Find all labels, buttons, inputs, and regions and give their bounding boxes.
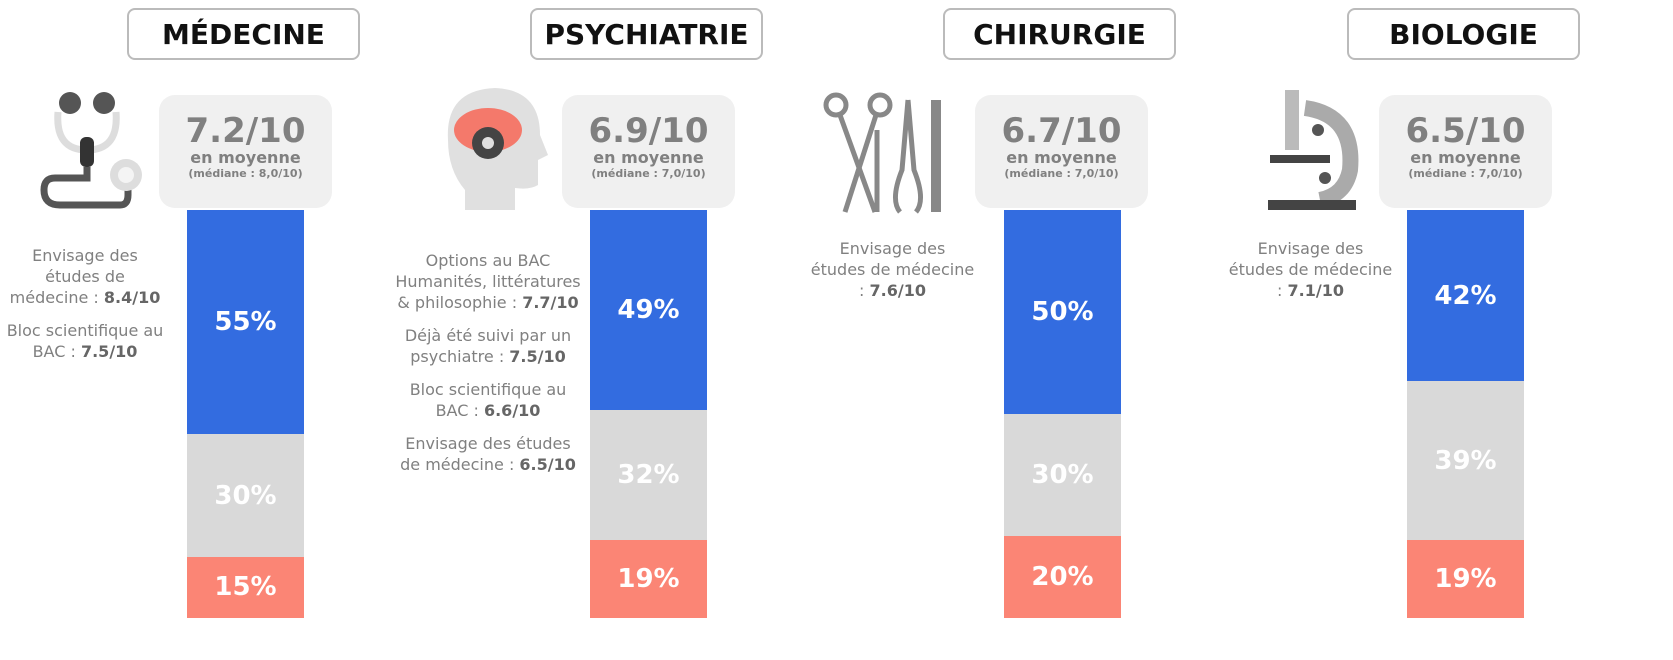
- bar-segment: 30%: [187, 434, 304, 557]
- bar-segment: 55%: [187, 210, 304, 435]
- value-label: 30%: [214, 480, 277, 511]
- note-text: Envisage des études de médecine :: [810, 239, 975, 300]
- score: 6.9/10: [588, 111, 709, 151]
- note-score: 7.5/10: [80, 342, 138, 361]
- title-box: MÉDECINE: [127, 8, 360, 60]
- score-box: 6.7/10 en moyenne (médiane : 7,0/10): [975, 95, 1148, 208]
- note-score: 7.5/10: [509, 347, 566, 366]
- value-label: 55%: [214, 307, 277, 338]
- value-label: 30%: [1031, 460, 1094, 491]
- caption: en moyenne: [1410, 148, 1521, 167]
- bar-segment: 30%: [1004, 414, 1121, 537]
- value-label: 49%: [617, 294, 680, 325]
- bar-segment: 15%: [187, 556, 304, 618]
- value-label: 42%: [1434, 280, 1497, 311]
- note: Options au BAC Humanités, littératures &…: [393, 250, 583, 313]
- note-text: Envisage des études de médecine :: [9, 246, 138, 307]
- note-score: 7.6/10: [869, 281, 926, 300]
- median: (médiane : 7,0/10): [1004, 167, 1119, 180]
- median: (médiane : 7,0/10): [1408, 167, 1523, 180]
- note-score: 6.6/10: [483, 401, 541, 420]
- bar-segment: 39%: [1407, 381, 1524, 541]
- note-score: 7.7/10: [522, 293, 579, 312]
- note-text: Options au BAC Humanités, littératures &…: [395, 251, 581, 312]
- score: 6.5/10: [1405, 111, 1526, 151]
- caption: en moyenne: [1006, 148, 1117, 167]
- bar-segment: 32%: [590, 409, 707, 541]
- score: 6.7/10: [1001, 111, 1122, 151]
- value-label: 20%: [1031, 562, 1094, 593]
- bar-segment: 49%: [590, 210, 707, 410]
- title-box: CHIRURGIE: [943, 8, 1176, 60]
- title-box: PSYCHIATRIE: [530, 8, 763, 60]
- value-label: 32%: [617, 460, 680, 491]
- caption: en moyenne: [593, 148, 704, 167]
- value-label: 19%: [617, 564, 680, 595]
- note: Déjà été suivi par un psychiatre : 7.5/1…: [393, 325, 583, 367]
- note: Envisage des études de médecine : 7.1/10: [1228, 238, 1393, 301]
- note-score: 6.5/10: [519, 455, 576, 474]
- notes: Envisage des études de médecine : 8.4/10…: [5, 245, 165, 374]
- note: Bloc scientifique au BAC : 7.5/10: [5, 320, 165, 362]
- bar-segment: 20%: [1004, 536, 1121, 618]
- note-text: Envisage des études de médecine :: [400, 434, 571, 474]
- bar-segment: 19%: [590, 540, 707, 618]
- score-box: 6.9/10 en moyenne (médiane : 7,0/10): [562, 95, 735, 208]
- note-text: Envisage des études de médecine :: [1228, 239, 1393, 300]
- stethoscope-icon: [40, 92, 142, 209]
- score: 7.2/10: [185, 111, 306, 151]
- value-label: 39%: [1434, 445, 1497, 476]
- title-box: BIOLOGIE: [1347, 8, 1580, 60]
- note: Envisage des études de médecine : 7.6/10: [810, 238, 975, 301]
- note-score: 7.1/10: [1287, 281, 1344, 300]
- notes: Options au BAC Humanités, littératures &…: [393, 250, 583, 487]
- value-label: 19%: [1434, 564, 1497, 595]
- bar-segment: 50%: [1004, 210, 1121, 414]
- median: (médiane : 8,0/10): [188, 167, 303, 180]
- value-label: 50%: [1031, 297, 1094, 327]
- note-score: 8.4/10: [103, 288, 161, 307]
- note: Envisage des études de médecine : 8.4/10: [5, 245, 165, 308]
- score-box: 6.5/10 en moyenne (médiane : 7,0/10): [1379, 95, 1552, 208]
- bar-segment: 19%: [1407, 540, 1524, 618]
- microscope-icon: [1268, 90, 1359, 210]
- note-text: Bloc scientifique au BAC :: [409, 380, 567, 420]
- brain-icon: [447, 88, 548, 210]
- note-text: Déjà été suivi par un psychiatre :: [404, 326, 572, 366]
- surgery-tools-icon: [823, 92, 941, 214]
- notes: Envisage des études de médecine : 7.1/10: [1228, 238, 1393, 313]
- note: Envisage des études de médecine : 6.5/10: [393, 433, 583, 475]
- caption: en moyenne: [190, 148, 301, 167]
- median: (médiane : 7,0/10): [591, 167, 706, 180]
- bar-segment: 42%: [1407, 210, 1524, 382]
- value-label: 15%: [214, 572, 277, 603]
- score-box: 7.2/10 en moyenne (médiane : 8,0/10): [159, 95, 332, 208]
- note: Bloc scientifique au BAC : 6.6/10: [393, 379, 583, 421]
- note-text: Bloc scientifique au BAC :: [6, 321, 164, 361]
- notes: Envisage des études de médecine : 7.6/10: [810, 238, 975, 313]
